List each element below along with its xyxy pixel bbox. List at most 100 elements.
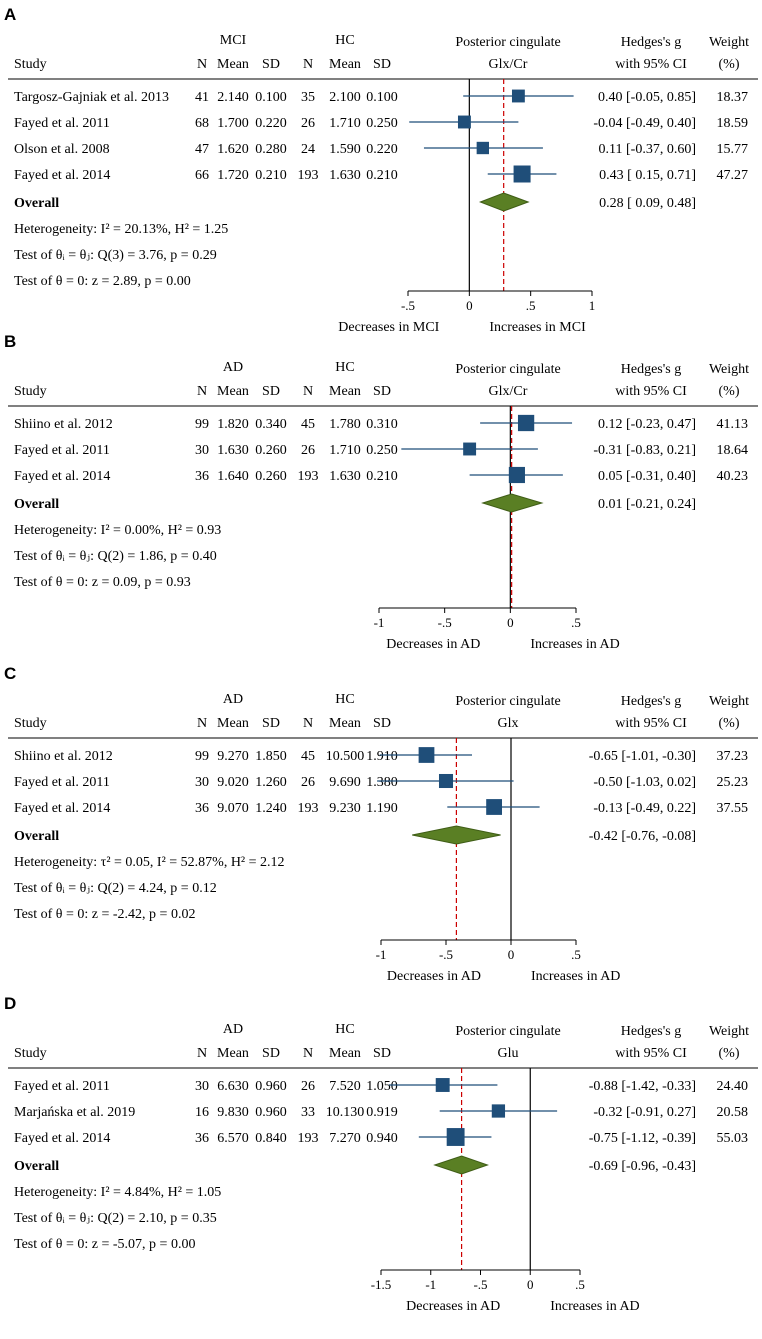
sd2-value: 0.310: [366, 417, 398, 432]
effect-ci-value: -0.31 [-0.83, 0.21]: [593, 443, 696, 458]
overall-diamond: [478, 192, 530, 212]
n1-value: 36: [195, 801, 209, 816]
effect-marker: [508, 466, 525, 484]
n1-value: 16: [195, 1105, 209, 1120]
overall-ci-value: -0.42 [-0.76, -0.08]: [589, 829, 696, 844]
study-row: Olson et al. 2008 47 1.620 0.280 24 1.590 0.22…: [14, 141, 748, 157]
mean2-value: 1.590: [329, 142, 361, 157]
study-row: Fayed et al. 2014 36 6.570 0.840 193 7.270 0.9…: [14, 1128, 748, 1146]
x-label-right: Increases in MCI: [489, 320, 586, 335]
sd1-value: 0.100: [255, 90, 287, 105]
sd1-value: 0.340: [255, 417, 287, 432]
forest-panel-d: D AD HC Study N Mean SD N Mean SD Posterior cingul…: [4, 994, 758, 1314]
mean-header: Mean: [217, 57, 249, 72]
mean2-value: 1.710: [329, 443, 361, 458]
metabolite-label: Glx: [498, 716, 519, 731]
n-header: N: [303, 716, 313, 731]
weight-header: Weight: [709, 1024, 749, 1039]
mean1-value: 1.640: [217, 469, 249, 484]
study-header: Study: [14, 384, 47, 399]
overall-diamond: [481, 493, 544, 513]
study-name: Shiino et al. 2012: [14, 417, 113, 432]
effect-marker: [517, 414, 535, 432]
sd2-value: 1.190: [366, 801, 398, 816]
n2-value: 26: [301, 443, 315, 458]
group-label: AD: [223, 692, 243, 707]
heterogeneity-stat: Heterogeneity: I² = 4.84%, H² = 1.05: [14, 1185, 221, 1200]
overall-ci-value: -0.69 [-0.96, -0.43]: [589, 1159, 696, 1174]
weight-unit-header: (%): [719, 1046, 740, 1061]
zero-test-stat: Test of θ = 0: z = -5.07, p = 0.00: [14, 1237, 195, 1252]
mean-header: Mean: [329, 1046, 361, 1061]
mean1-value: 2.140: [217, 90, 249, 105]
forest-panel-b: B AD HC Study N Mean SD N Mean SD Posterior cingul…: [4, 332, 758, 652]
n2-value: 193: [298, 801, 319, 816]
forest-panel-c: C AD HC Study N Mean SD N Mean SD Posterior cingul…: [4, 664, 758, 984]
n1-value: 30: [195, 775, 209, 790]
sd-header: SD: [373, 384, 391, 399]
study-row: Marjańska et al. 2019 16 9.830 0.960 33 10.13…: [14, 1104, 748, 1120]
n-header: N: [197, 716, 207, 731]
zero-test-stat: Test of θ = 0: z = 2.89, p = 0.00: [14, 274, 191, 289]
study-row: Fayed et al. 2014 36 9.070 1.240 193 9.230 1.1…: [14, 799, 748, 816]
forest-panel-a: A MCI HC Study N Mean SD N Mean SD Posterior cingu…: [4, 5, 758, 335]
x-tick-label: -1: [376, 947, 387, 962]
weight-header: Weight: [709, 35, 749, 50]
overall-label: Overall: [14, 497, 59, 512]
weight-value: 18.59: [717, 116, 749, 131]
mean2-value: 10.130: [326, 1105, 365, 1120]
study-name: Marjańska et al. 2019: [14, 1105, 135, 1120]
effect-ci-header: with 95% CI: [615, 384, 687, 399]
study-name: Fayed et al. 2014: [14, 801, 110, 816]
sd1-value: 0.960: [255, 1105, 287, 1120]
mean-header: Mean: [217, 384, 249, 399]
sd-header: SD: [262, 716, 280, 731]
x-tick-label: -.5: [401, 298, 415, 313]
sd2-value: 0.210: [366, 469, 398, 484]
study-row: Fayed et al. 2014 66 1.720 0.210 193 1.630 0.2…: [14, 165, 748, 183]
effect-ci-value: 0.11 [-0.37, 0.60]: [599, 142, 696, 157]
mean2-value: 1.780: [329, 417, 361, 432]
overall-diamond: [433, 1155, 489, 1175]
sd1-value: 0.210: [255, 168, 287, 183]
weight-value: 47.27: [717, 168, 749, 183]
n2-value: 193: [298, 1131, 319, 1146]
mean-header: Mean: [329, 716, 361, 731]
study-row: Shiino et al. 2012 99 9.270 1.850 45 10.500 1.…: [14, 747, 748, 764]
study-header: Study: [14, 716, 47, 731]
mean1-value: 9.070: [217, 801, 249, 816]
effect-marker: [476, 141, 490, 155]
n2-value: 26: [301, 1079, 315, 1094]
sd1-value: 0.280: [255, 142, 287, 157]
x-tick-label: -.5: [439, 947, 453, 962]
effect-ci-value: -0.50 [-1.03, 0.02]: [593, 775, 696, 790]
effect-marker: [418, 747, 435, 763]
sd2-value: 0.220: [366, 142, 398, 157]
sd1-value: 1.260: [255, 775, 287, 790]
sd-header: SD: [373, 57, 391, 72]
x-tick-label: -.5: [438, 615, 452, 630]
effect-header: Hedges's g: [621, 35, 681, 50]
effect-ci-value: 0.05 [-0.31, 0.40]: [598, 469, 696, 484]
mean1-value: 1.630: [217, 443, 249, 458]
study-name: Targosz-Gajniak et al. 2013: [14, 90, 169, 105]
mean2-value: 9.690: [329, 775, 361, 790]
mean2-value: 1.630: [329, 168, 361, 183]
effect-header: Hedges's g: [621, 362, 681, 377]
weight-value: 18.37: [717, 90, 749, 105]
n2-value: 35: [301, 90, 315, 105]
effect-ci-value: -0.88 [-1.42, -0.33]: [589, 1079, 696, 1094]
sd-header: SD: [373, 716, 391, 731]
weight-unit-header: (%): [719, 384, 740, 399]
mean2-value: 9.230: [329, 801, 361, 816]
study-header: Study: [14, 1046, 47, 1061]
x-tick-label: 0: [507, 615, 514, 630]
equality-test-stat: Test of θᵢ = θⱼ: Q(2) = 2.10, p = 0.35: [14, 1211, 217, 1226]
sd1-value: 1.240: [255, 801, 287, 816]
n1-value: 30: [195, 1079, 209, 1094]
effect-marker: [446, 1128, 465, 1146]
mean1-value: 1.720: [217, 168, 249, 183]
n2-value: 24: [301, 142, 315, 157]
effect-marker: [511, 89, 525, 103]
